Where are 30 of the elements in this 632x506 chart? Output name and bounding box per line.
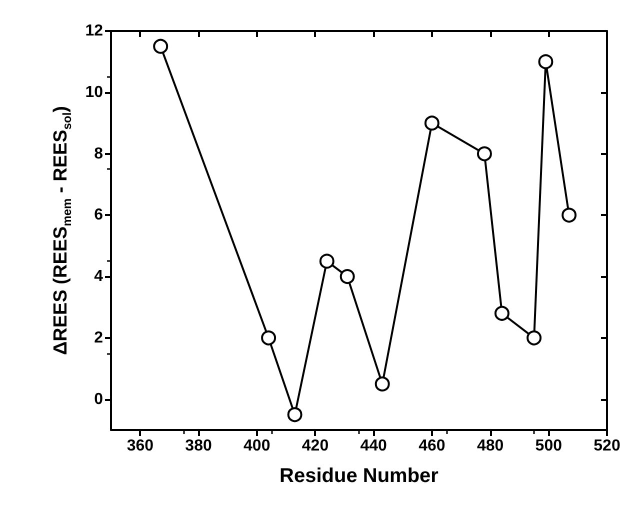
point [261,330,276,346]
x-tick-label: 500 [535,438,562,454]
y-tick-label: 2 [94,329,104,346]
point [526,330,542,346]
y-axis-title: ΔREES (REESmem - REESsol) [50,106,74,356]
y-tick-label: 8 [94,145,104,162]
y-tick-label: 4 [94,268,104,286]
point [476,146,492,162]
point [319,254,334,269]
y-tick-label: 6 [94,206,104,224]
x-tick-label: 420 [302,438,329,454]
x-tick-label: 520 [594,438,620,454]
x-tick-label: 460 [418,438,446,454]
x-tick-label: 400 [244,438,270,454]
x-tick-label: 360 [126,438,154,454]
point [424,116,440,131]
y-tick-label: 0 [94,390,104,408]
point [494,306,510,321]
x-tick-label: 480 [476,438,504,454]
point [287,407,302,422]
point [562,208,577,223]
y-tick-label: 10 [85,84,104,101]
point [340,269,355,284]
point [153,38,168,54]
point [538,54,554,70]
x-tick-label: 440 [360,438,388,454]
point [374,376,390,392]
x-tick-label: 380 [185,438,212,454]
x-axis-title: Residue Number [280,465,439,487]
y-tick-label: 12 [85,22,104,40]
